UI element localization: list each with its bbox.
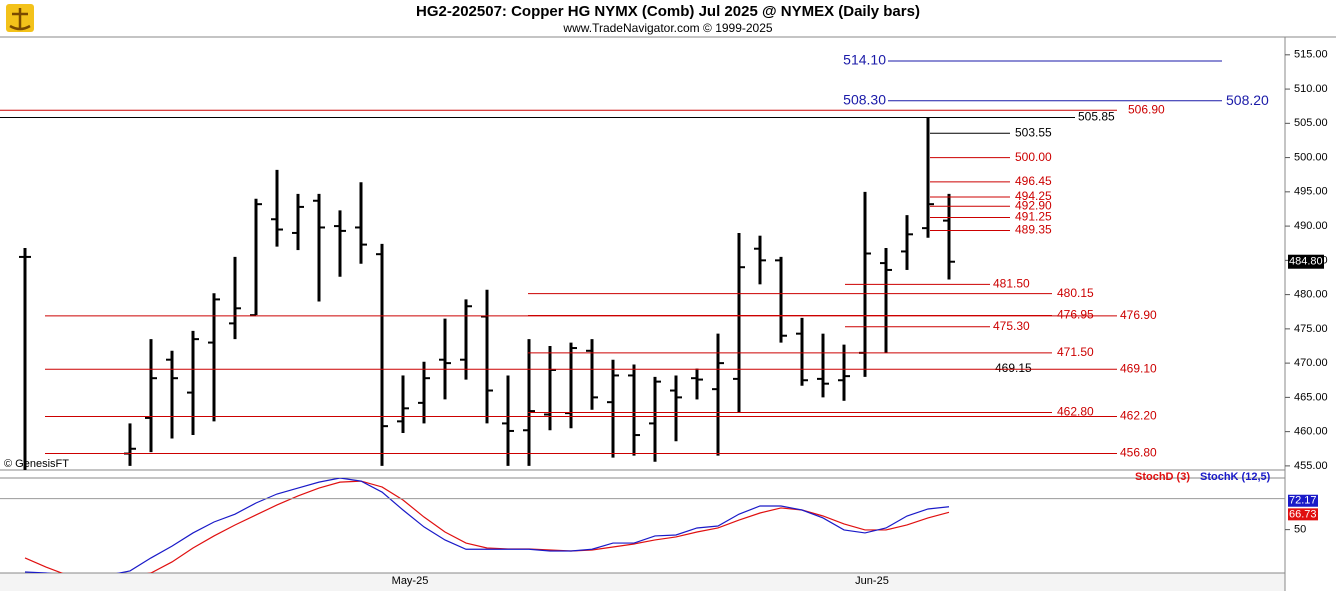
chart-subtitle: www.TradeNavigator.com © 1999-2025 (562, 21, 772, 35)
x-axis-area (0, 573, 1285, 591)
y-tick-label: 465.00 (1294, 391, 1328, 403)
level-label: 481.50 (993, 277, 1030, 291)
last-price-label: 484.80 (1289, 256, 1323, 268)
y-tick-label: 510.00 (1294, 83, 1328, 95)
y-tick-label: 500.00 (1294, 151, 1328, 163)
y-tick-label: 460.00 (1294, 426, 1328, 438)
y-tick-label: 50 (1294, 524, 1306, 536)
level-label: 476.90 (1120, 308, 1157, 322)
level-label: 471.50 (1057, 345, 1094, 359)
level-label: 475.30 (993, 319, 1030, 333)
y-tick-label: 480.00 (1294, 289, 1328, 301)
level-label: 480.15 (1057, 286, 1094, 300)
level-label: 508.30 (843, 91, 886, 107)
last-value-label: 72.17 (1289, 495, 1317, 507)
level-label: 503.55 (1015, 125, 1052, 139)
level-label: 496.45 (1015, 174, 1052, 188)
level-label: 514.10 (843, 52, 886, 68)
level-label: 505.85 (1078, 110, 1115, 124)
y-tick-label: 475.00 (1294, 323, 1328, 335)
level-label: 508.20 (1226, 92, 1269, 108)
level-label: 506.90 (1128, 102, 1165, 116)
level-label: 476.95 (1057, 308, 1094, 322)
y-tick-label: 490.00 (1294, 220, 1328, 232)
stoch-line (24, 480, 950, 573)
level-label: 489.35 (1015, 223, 1052, 237)
last-value-box (1288, 494, 1318, 507)
y-tick-label: 505.00 (1294, 117, 1328, 129)
level-label: 456.80 (1120, 446, 1157, 460)
y-tick-label: 470.00 (1294, 357, 1328, 369)
stoch-plot (24, 478, 950, 573)
last-value-box (1288, 508, 1318, 521)
price-plot (19, 117, 955, 470)
y-tick-label: 455.00 (1294, 460, 1328, 472)
logo (6, 4, 34, 32)
level-label: 494.25 (1015, 189, 1052, 203)
level-label: 469.15 (995, 361, 1032, 375)
level-label: 462.20 (1120, 409, 1157, 423)
x-tick-label: May-25 (392, 575, 429, 587)
last-price-box (1288, 254, 1324, 269)
last-value-label: 66.73 (1289, 508, 1317, 520)
legend-entry: StochK (12,5) (1200, 471, 1271, 483)
x-tick-label: Jun-25 (855, 575, 889, 587)
level-label: 492.90 (1015, 198, 1052, 212)
level-label: 462.80 (1057, 405, 1094, 419)
credit: © GenesisFT (4, 458, 69, 470)
chart-title: HG2-202507: Copper HG NYMX (Comb) Jul 20… (416, 3, 920, 20)
legend-entry: StochD (3) (1135, 471, 1190, 483)
level-label: 500.00 (1015, 150, 1052, 164)
level-label: 491.25 (1015, 210, 1052, 224)
y-tick-label: 495.00 (1294, 186, 1328, 198)
level-label: 469.10 (1120, 361, 1157, 375)
stoch-line (24, 478, 950, 573)
y-tick-label: 515.00 (1294, 49, 1328, 61)
